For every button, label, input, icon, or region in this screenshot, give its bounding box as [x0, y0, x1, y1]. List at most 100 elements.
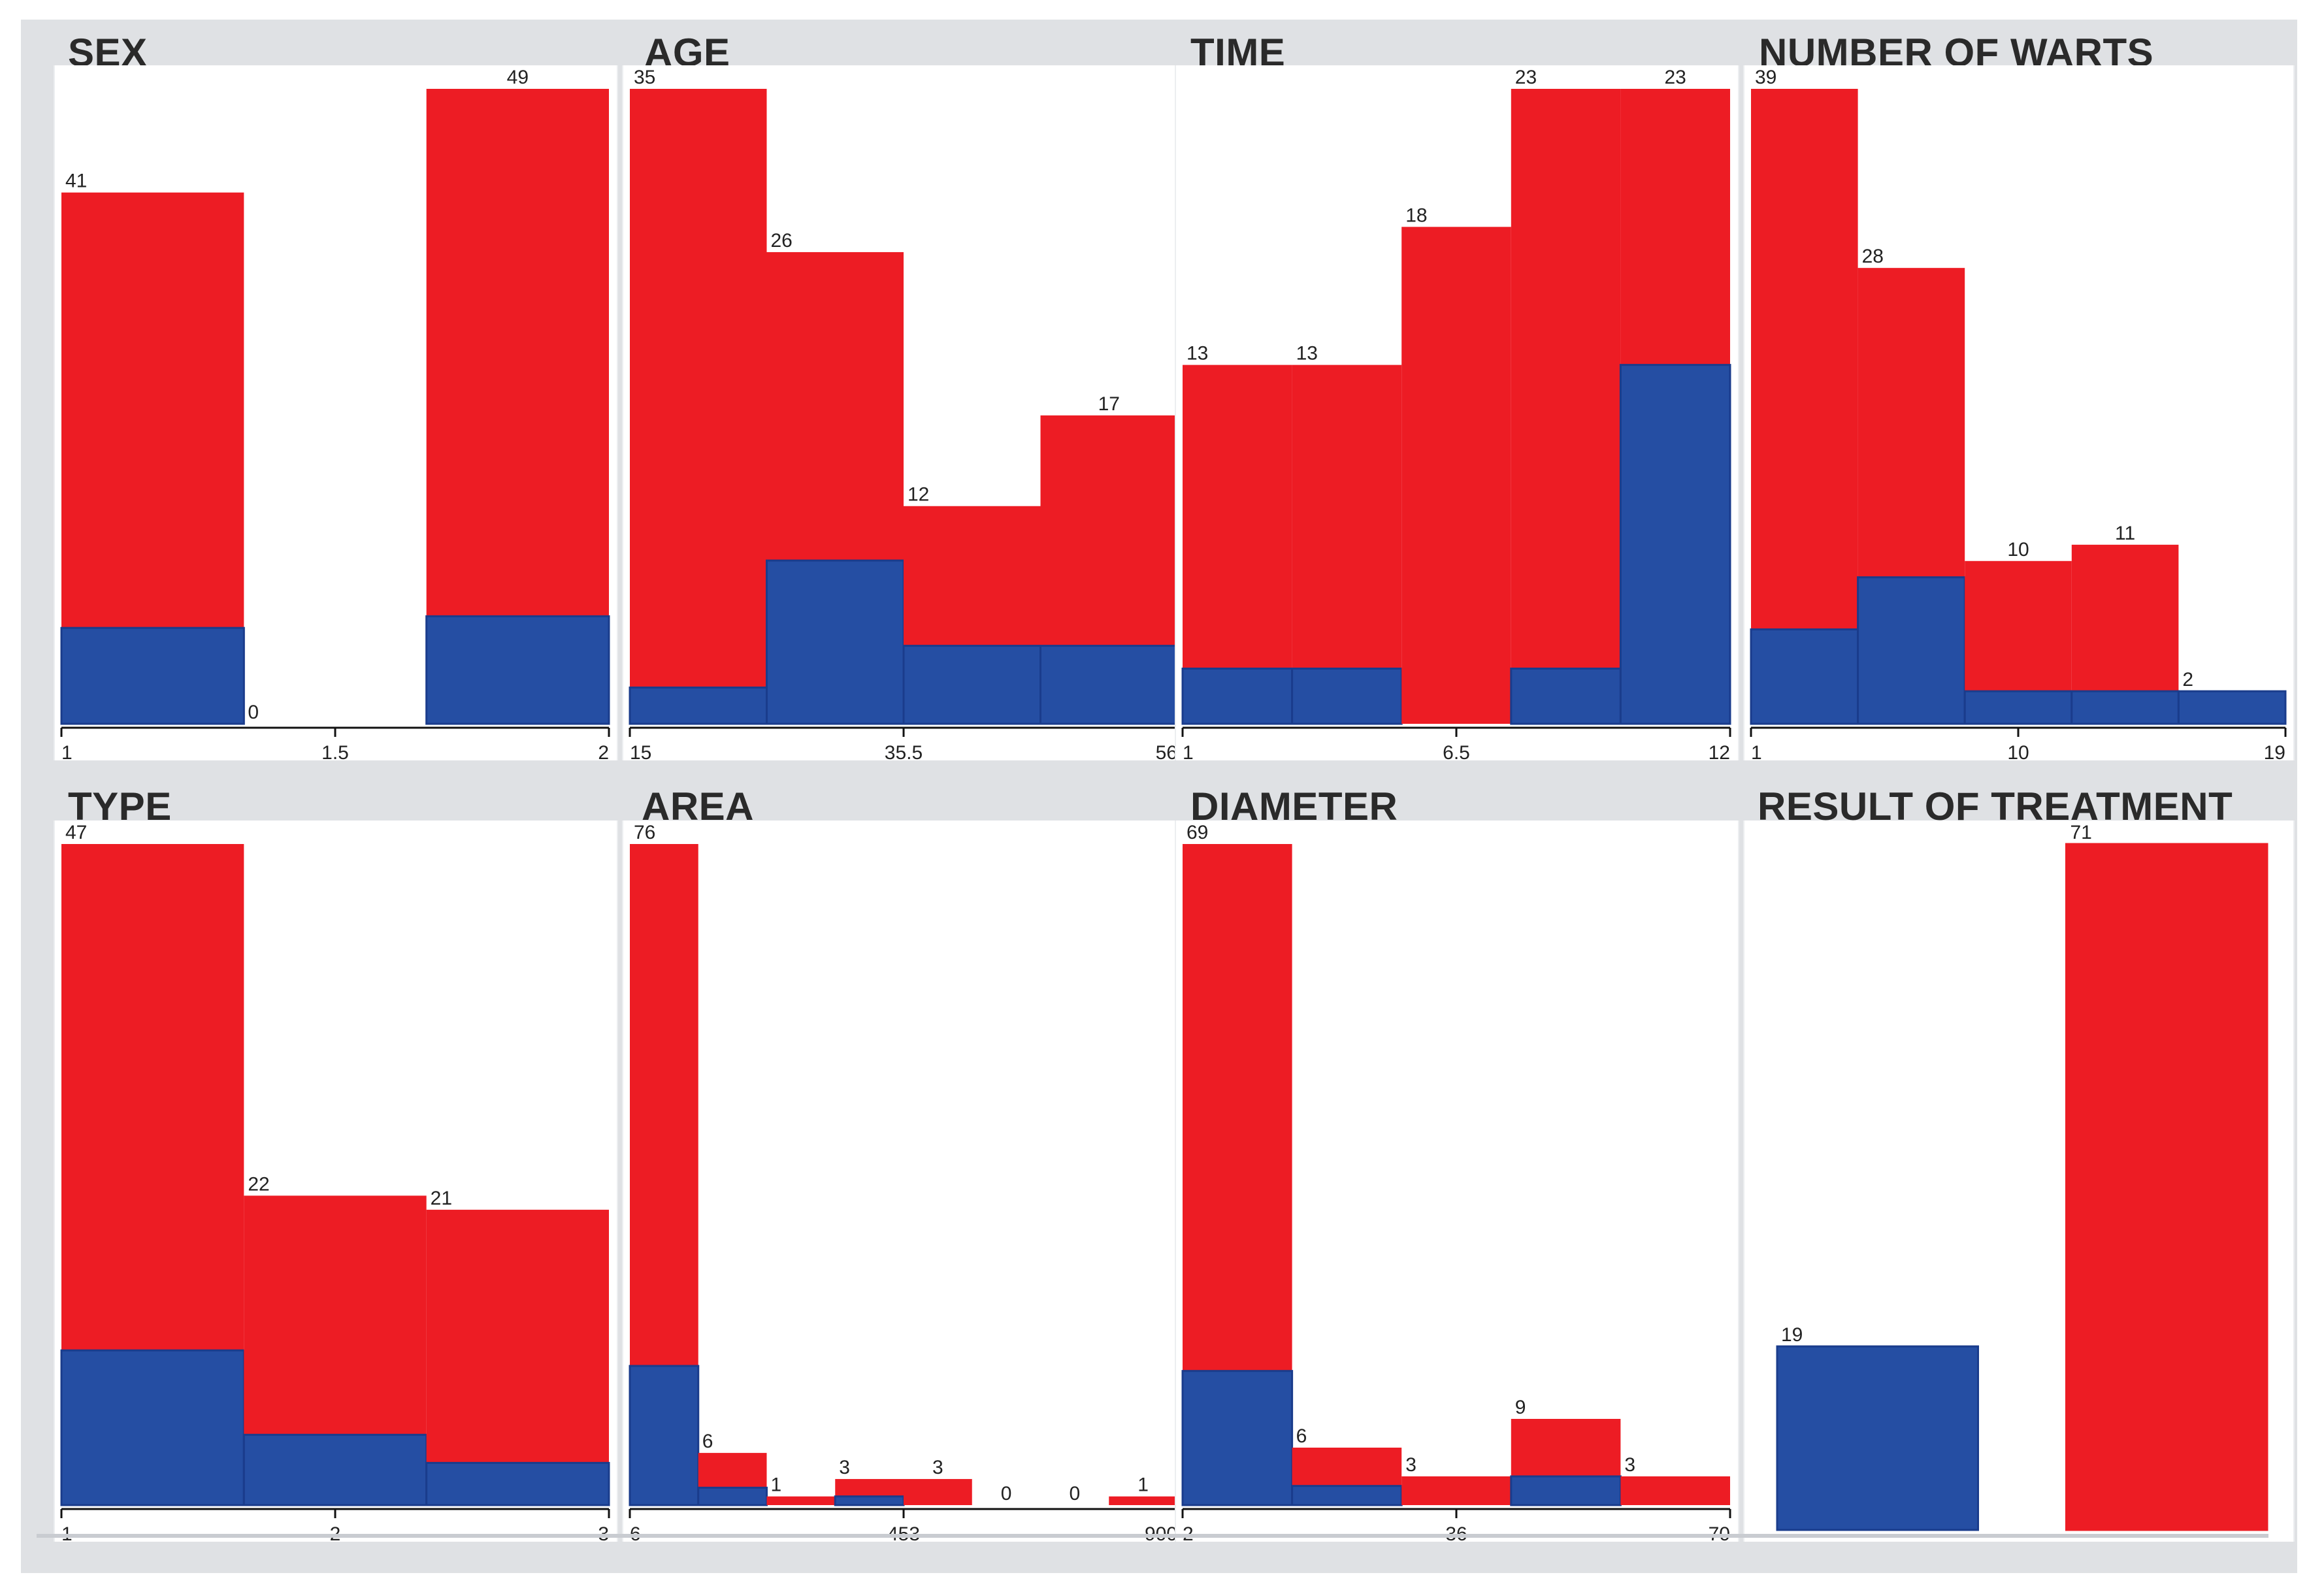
bar-result-of-treatment-0-fill: [1776, 1345, 1979, 1531]
bar-age-0-blue: [629, 686, 768, 725]
chart-svg-number-of-warts: 39 28 10 11 2 1 10 19: [1750, 67, 2287, 764]
panel-type: TYPE 472221123: [21, 20, 618, 1545]
value-label-time-4: 23: [1665, 67, 1686, 88]
x-tick-label-age-0: 15: [630, 742, 651, 764]
value-label-area-4: 3: [932, 1457, 943, 1478]
value-label-diameter-0: 69: [1187, 822, 1208, 843]
bar-diameter-0: 69: [1181, 822, 1294, 1506]
bar-diameter-3: 9: [1510, 1397, 1622, 1506]
bar-number-of-warts-2-blue: [1963, 690, 2073, 725]
panel-time: TIME 13 13 18 23 23 1 6.5 12: [21, 20, 1739, 777]
value-label-time-0: 13: [1187, 343, 1208, 365]
bar-type-2: 21: [425, 1188, 610, 1506]
chart-svg-time: 13 13 18 23 23 1 6.5 12: [1181, 67, 1731, 764]
bar-diameter-2: 3: [1401, 1454, 1511, 1505]
bar-type-1-blue: [242, 1433, 428, 1506]
bar-time-4-blue: [1619, 364, 1731, 725]
value-label-type-0: 47: [65, 822, 87, 843]
panel-number-of-warts: NUMBER OF WARTS 39 28 10 11 2 1 10 19: [21, 20, 2295, 777]
bar-type-2-blue: [425, 1461, 610, 1506]
bar-time-1: 13: [1291, 343, 1403, 725]
value-label-sex-1: 0: [248, 702, 259, 723]
panel-age: AGE 35 26 12 17 15 35.5 56: [21, 20, 1187, 777]
panel-sex: SEX 41 0 49 1 1.5 2: [21, 20, 618, 777]
bar-number-of-warts-4-blue: [2177, 690, 2287, 725]
bar-time-1-red: [1292, 365, 1402, 724]
value-label-number-of-warts-0: 39: [1755, 67, 1776, 88]
value-label-area-0: 76: [634, 822, 655, 843]
bar-sex-0-blue: [60, 626, 245, 725]
value-label-result-of-treatment-0: 19: [1781, 1324, 1803, 1346]
x-tick-label-number-of-warts-2: 19: [2264, 742, 2285, 764]
value-label-time-3: 23: [1515, 67, 1537, 88]
value-label-area-7: 1: [1137, 1474, 1149, 1496]
bar-diameter-3-blue: [1510, 1475, 1622, 1506]
x-axis-type: 123: [60, 1508, 610, 1545]
bar-age-0-red: [630, 89, 767, 724]
x-tick-label-number-of-warts-0: 1: [1751, 742, 1762, 764]
figure-bottom-bar: [37, 1534, 2268, 1538]
bar-time-0-blue: [1181, 667, 1294, 725]
x-axis-time: 1 6.5 12: [1181, 726, 1731, 764]
bar-number-of-warts-3-blue: [2070, 690, 2180, 725]
x-tick-label-time-0: 1: [1183, 742, 1194, 764]
bar-area-5: 0: [1001, 1483, 1012, 1504]
bar-time-3: 23: [1510, 67, 1622, 725]
bar-area-2: 1: [766, 1474, 836, 1505]
x-axis-number-of-warts: 1 10 19: [1750, 726, 2287, 764]
panel-diameter: DIAMETER 69639323670: [21, 20, 1739, 1545]
bar-sex-2: 49: [425, 67, 610, 725]
panel-area: AREA 7661330016453900: [21, 20, 1187, 1545]
value-label-number-of-warts-1: 28: [1862, 246, 1884, 267]
bar-diameter-0-blue: [1181, 1370, 1294, 1506]
value-label-area-3: 3: [839, 1457, 850, 1478]
value-label-sex-2: 49: [507, 67, 529, 88]
bar-age-1: 26: [766, 230, 905, 725]
bar-number-of-warts-2: 10: [1963, 539, 2073, 725]
bar-diameter-1: 6: [1291, 1425, 1403, 1506]
value-label-age-3: 17: [1098, 393, 1120, 415]
bar-area-4-red: [904, 1479, 972, 1505]
bar-area-3-blue: [834, 1495, 905, 1506]
chart-type: 47 22 21 123: [54, 820, 618, 1545]
bar-area-2-red: [766, 1496, 836, 1505]
value-label-area-6: 0: [1070, 1483, 1081, 1504]
value-label-area-5: 0: [1001, 1483, 1012, 1504]
value-label-area-2: 1: [771, 1474, 782, 1496]
value-label-diameter-1: 6: [1296, 1425, 1307, 1447]
bar-age-2-blue: [902, 645, 1041, 725]
value-label-age-2: 12: [908, 484, 929, 506]
bar-type-0-blue: [60, 1349, 245, 1506]
value-label-diameter-3: 9: [1515, 1397, 1526, 1418]
x-axis-diameter: 23670: [1181, 1508, 1731, 1545]
x-tick-label-age-2: 56: [1156, 742, 1177, 764]
x-tick-label-time-1: 6.5: [1443, 742, 1470, 764]
bar-time-3-blue: [1510, 667, 1622, 725]
bar-result-of-treatment-0: 19: [1776, 1324, 1979, 1531]
chart-number-of-warts: 39 28 10 11 2 1 10 19: [1743, 65, 2295, 764]
bar-number-of-warts-3: 11: [2070, 523, 2180, 725]
chart-svg-age: 35 26 12 17 15 35.5 56: [629, 67, 1179, 764]
bar-area-6: 0: [1070, 1483, 1081, 1504]
value-label-result-of-treatment-1: 71: [2070, 822, 2092, 843]
bar-number-of-warts-1-blue: [1857, 576, 1966, 725]
chart-result-of-treatment: 19 71: [1743, 820, 2295, 1542]
chart-svg-diameter: 69 6 3 9 3 23670: [1181, 822, 1731, 1545]
bar-area-1-blue: [697, 1486, 768, 1506]
chart-age: 35 26 12 17 15 35.5 56: [622, 65, 1187, 764]
bar-type-2-red: [426, 1209, 609, 1505]
value-label-area-1: 6: [702, 1431, 713, 1452]
chart-sex: 41 0 49 1 1.5 2: [54, 65, 618, 764]
x-axis-area: 6453900: [629, 1508, 1179, 1545]
chart-time: 13 13 18 23 23 1 6.5 12: [1175, 65, 1739, 764]
bar-sex-1: 0: [248, 702, 259, 723]
bar-type-0: 47: [60, 822, 245, 1506]
bar-area-7-red: [1109, 1496, 1177, 1505]
bar-time-0: 13: [1181, 343, 1294, 725]
bar-diameter-1-blue: [1291, 1485, 1403, 1506]
bar-area-0-blue: [629, 1365, 700, 1506]
bar-diameter-2-red: [1401, 1476, 1511, 1505]
bar-age-0: 35: [629, 67, 768, 725]
value-label-time-2: 18: [1405, 204, 1427, 226]
